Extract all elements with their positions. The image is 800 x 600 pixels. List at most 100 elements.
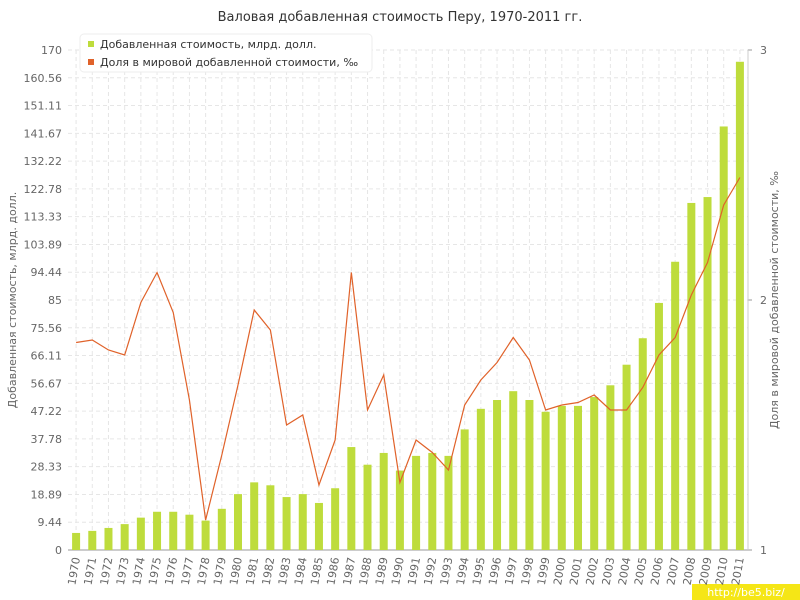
bar [120,524,129,550]
x-tick-label: 1993 [438,556,456,586]
bar [606,385,615,550]
watermark: http://be5.biz/ [707,586,785,599]
bar [153,511,162,550]
legend-swatch [88,41,94,47]
y2-tick-label: 1 [760,544,767,557]
y-tick-label: 37.78 [31,433,63,446]
y-tick-label: 103.89 [24,238,63,251]
chart-title: Валовая добавленная стоимость Перу, 1970… [218,10,583,25]
bar [412,455,421,550]
bar [476,408,485,550]
y-tick-label: 94.44 [31,266,63,279]
y-tick-label: 75.56 [31,322,63,335]
y2-tick-label: 2 [760,294,767,307]
x-tick-label: 2005 [632,556,650,586]
bar [266,485,275,550]
legend-box [79,33,373,73]
bar [169,511,178,550]
bar [638,338,647,550]
x-tick-label: 2006 [648,556,666,586]
bar [136,517,145,550]
x-tick-label: 1994 [454,556,472,586]
x-tick-label: 1972 [98,556,116,586]
x-tick-label: 1977 [179,556,197,586]
legend-label: Добавленная стоимость, млрд. долл. [100,38,316,51]
bar [687,202,696,551]
bar [104,527,113,550]
y-tick-label: 56.67 [31,377,63,390]
x-tick-label: 1985 [308,556,326,586]
bar [622,364,631,550]
x-tick-label: 2003 [600,556,618,586]
y-tick-label: 47.22 [31,405,63,418]
x-tick-label: 1987 [341,556,359,586]
bar [201,520,210,550]
x-tick-label: 1974 [130,556,148,586]
bar [574,405,582,550]
x-tick-label: 1996 [486,556,504,586]
x-tick-label: 2007 [664,556,682,586]
x-tick-label: 1981 [243,556,261,586]
x-tick-label: 2000 [551,556,569,586]
y-tick-label: 28.33 [31,461,63,474]
bar [72,532,81,550]
x-tick-label: 1971 [82,556,100,586]
x-tick-label: 1989 [373,556,391,586]
x-tick-label: 1992 [422,556,440,586]
bar [590,397,599,550]
x-tick-label: 1976 [163,556,181,586]
bar [379,452,388,550]
x-tick-label: 1979 [211,556,229,586]
x-tick-label: 1995 [470,556,488,586]
y-tick-label: 141.67 [24,127,63,140]
bar [493,400,502,550]
y-tick-label: 18.89 [31,488,63,501]
bar [88,530,97,550]
bar [509,391,518,550]
bar [347,447,356,550]
x-tick-label: 1970 [65,556,83,586]
x-tick-label: 1998 [519,556,537,586]
x-tick-label: 1982 [260,556,278,586]
x-tick-label: 1983 [276,556,294,586]
x-tick-label: 1978 [195,556,213,586]
x-tick-label: 1980 [227,556,245,586]
y-tick-label: 113.33 [24,211,63,224]
x-tick-label: 1988 [357,556,375,586]
bar [444,455,453,550]
x-tick-label: 1975 [146,556,164,586]
x-tick-label: 1986 [324,556,342,586]
bar [331,488,340,550]
x-tick-label: 2011 [729,556,747,586]
legend-label: Доля в мировой добавленной стоимости, ‰ [100,56,358,69]
bar [234,494,242,550]
y-tick-label: 9.44 [38,516,63,529]
bar [298,494,307,550]
y-tick-label: 132.22 [24,155,63,168]
y-tick-label: 66.11 [31,350,63,363]
x-tick-label: 1973 [114,556,132,586]
bar [557,405,566,550]
x-tick-label: 2001 [567,556,585,586]
x-tick-label: 1984 [292,556,310,586]
x-tick-label: 2010 [713,556,731,586]
x-tick-label: 1990 [389,556,407,586]
y-tick-label: 0 [55,544,62,557]
y-tick-label: 160.56 [24,72,63,85]
bar [217,508,226,550]
y-axis-label: Добавленная стоимость, млрд. долл. [6,192,19,408]
bar [719,126,728,551]
y2-axis-label: Доля в мировой добавленной стоимости, ‰ [768,171,781,429]
bar [460,429,469,550]
bar [250,482,259,550]
y-tick-label: 85 [48,294,62,307]
bar [428,452,437,550]
x-tick-label: 2009 [697,556,715,586]
bar [541,411,550,550]
bar [395,470,404,550]
bar [671,261,680,550]
bar [185,514,194,550]
x-tick-label: 2004 [616,556,634,586]
bar [703,197,712,550]
